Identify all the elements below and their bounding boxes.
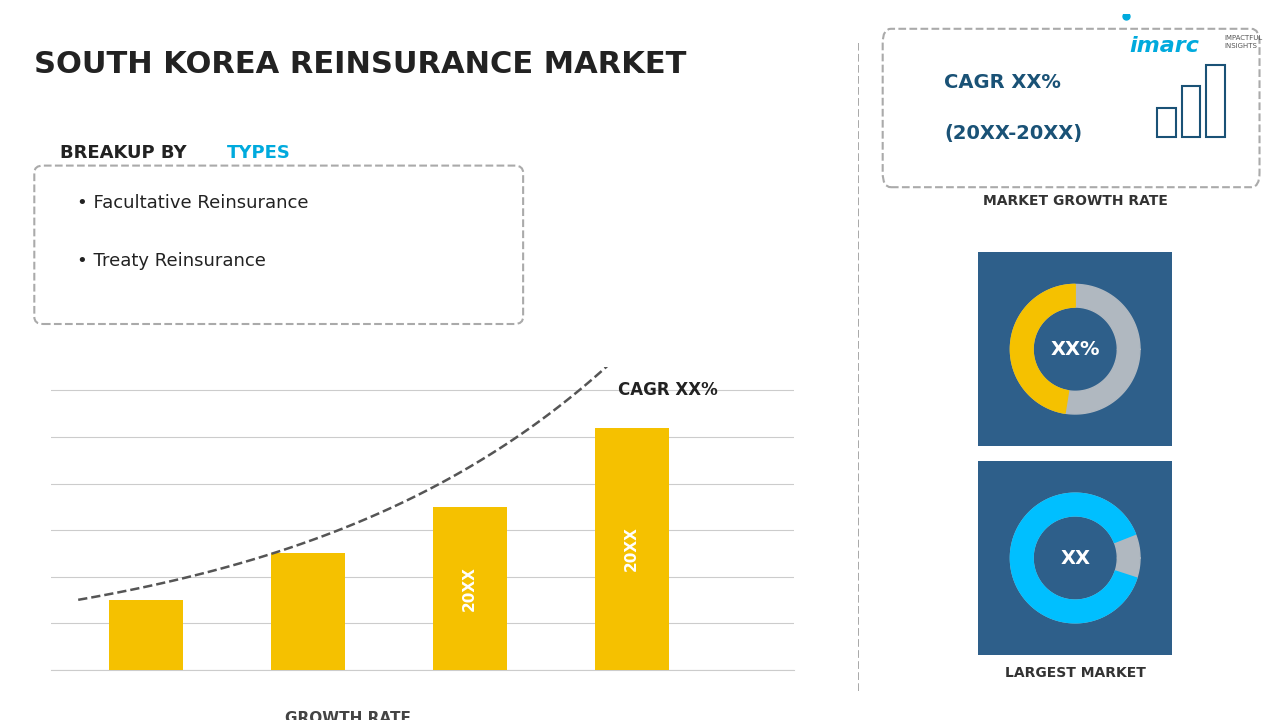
Polygon shape — [1010, 284, 1140, 414]
Text: LARGEST MARKET: LARGEST MARKET — [1005, 666, 1146, 680]
Text: IMPACTFUL
INSIGHTS: IMPACTFUL INSIGHTS — [1224, 35, 1262, 48]
Polygon shape — [1010, 493, 1137, 623]
Text: TYPES: TYPES — [228, 144, 291, 162]
Text: CAGR XX%: CAGR XX% — [945, 73, 1061, 92]
Bar — [1157, 108, 1175, 137]
Polygon shape — [1010, 493, 1140, 623]
Text: MARKET GROWTH RATE: MARKET GROWTH RATE — [983, 194, 1167, 208]
Text: • Treaty Reinsurance: • Treaty Reinsurance — [77, 252, 266, 270]
Bar — [270, 553, 344, 670]
Bar — [1181, 86, 1201, 137]
Text: CAGR XX%: CAGR XX% — [618, 381, 718, 399]
FancyBboxPatch shape — [883, 29, 1260, 187]
FancyBboxPatch shape — [975, 458, 1175, 658]
Text: GROWTH RATE: GROWTH RATE — [285, 711, 411, 720]
Text: BREAKUP BY: BREAKUP BY — [60, 144, 193, 162]
Text: XX%: XX% — [1051, 340, 1100, 359]
Bar — [1206, 65, 1225, 137]
Bar — [109, 600, 183, 670]
Text: XX: XX — [1060, 549, 1091, 567]
Bar — [433, 507, 507, 670]
Text: SOUTH KOREA REINSURANCE MARKET: SOUTH KOREA REINSURANCE MARKET — [35, 50, 686, 79]
Text: (20XX-20XX): (20XX-20XX) — [945, 124, 1083, 143]
Polygon shape — [1010, 284, 1075, 413]
FancyBboxPatch shape — [975, 248, 1175, 449]
Text: 20XX: 20XX — [625, 526, 639, 571]
Text: • Facultative Reinsurance: • Facultative Reinsurance — [77, 194, 308, 212]
Text: imarc: imarc — [1129, 36, 1199, 56]
Bar — [594, 428, 668, 670]
Text: 20XX: 20XX — [462, 566, 477, 611]
Text: HIGHEST CAGR: HIGHEST CAGR — [1016, 464, 1134, 478]
FancyBboxPatch shape — [35, 166, 524, 324]
